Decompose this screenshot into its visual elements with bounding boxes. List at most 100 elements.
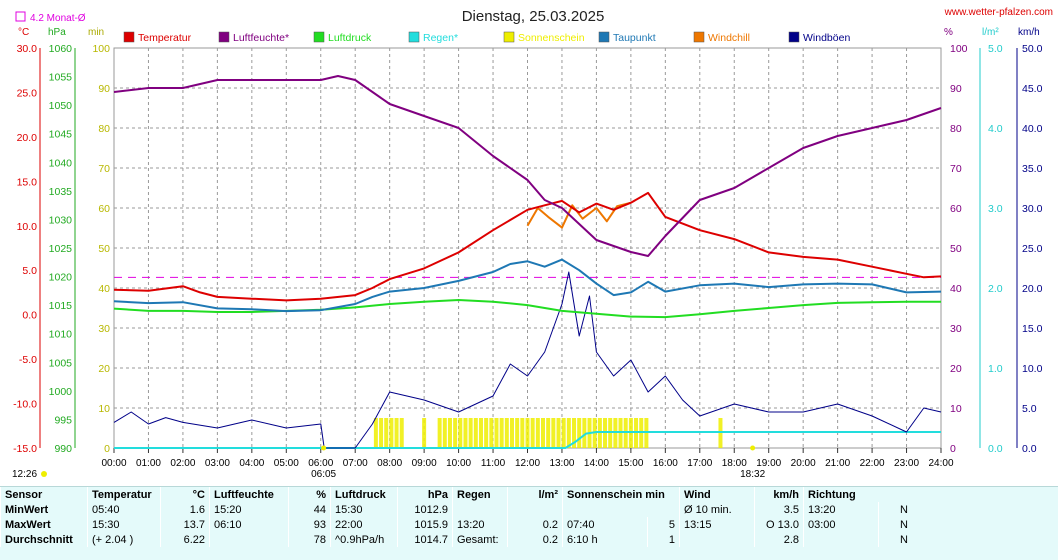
cell: 06:10 (209, 517, 289, 532)
x-tick-label: 08:00 (377, 458, 402, 469)
temp-tick-label: 15.0 (17, 176, 38, 188)
cell: N (877, 532, 912, 547)
sunshine-bar (577, 418, 582, 448)
cell: Gesamt: (452, 532, 508, 547)
rain-tick-label: 0.0 (988, 443, 1003, 455)
kmh-tick-label: 40.0 (1022, 123, 1043, 135)
cell: 1.6 (160, 502, 210, 517)
legend-swatch (503, 31, 515, 43)
x-tick-label: 22:00 (860, 458, 885, 469)
min-tick-label: 70 (98, 163, 110, 175)
hpa-tick-label: 1025 (49, 243, 73, 255)
cell: 22:00 (330, 517, 398, 532)
min-tick-label: 60 (98, 203, 110, 215)
legend-swatch (218, 31, 230, 43)
pct-tick-label: 40 (950, 283, 962, 295)
unit-min: min (88, 27, 104, 38)
legend-swatch (313, 31, 325, 43)
legend-label: Windböen (803, 32, 850, 44)
sunshine-bar (394, 418, 399, 448)
cell: 3.5 (754, 502, 804, 517)
hdr-wind-unit: km/h (754, 487, 804, 502)
hdr-wind: Wind (679, 487, 755, 502)
sunshine-bar (468, 418, 473, 448)
hpa-tick-label: 1035 (49, 186, 73, 198)
cell: 6:10 h (562, 532, 648, 547)
cell: O 13.0 (754, 517, 804, 532)
hpa-tick-label: 1050 (49, 100, 73, 112)
stats-panel: Sensor Temperatur °C Luftfeuchte % Luftd… (0, 486, 1058, 560)
hdr-press-unit: hPa (397, 487, 453, 502)
cell: 03:00 (803, 517, 879, 532)
x-tick-label: 16:00 (653, 458, 678, 469)
cell: 1 (646, 532, 680, 547)
hpa-tick-label: 1010 (49, 329, 73, 341)
hpa-tick-label: 1040 (49, 157, 73, 169)
kmh-tick-label: 20.0 (1022, 283, 1043, 295)
x-tick-label: 21:00 (825, 458, 850, 469)
hdr-rain: Regen (452, 487, 508, 502)
cell: 13:20 (803, 502, 879, 517)
cell (679, 532, 755, 547)
cell: 05:40 (87, 502, 161, 517)
cell: ^0.9hPa/h (330, 532, 398, 547)
kmh-tick-label: 10.0 (1022, 363, 1043, 375)
sunshine-bar (458, 418, 463, 448)
x-tick-label: 00:00 (101, 458, 126, 469)
cell: 07:40 (562, 517, 648, 532)
sun-icon (41, 471, 47, 477)
kmh-tick-label: 5.0 (1022, 403, 1037, 415)
stats-row-min: MinWert 05:40 1.6 15:20 44 15:30 1012.9 … (0, 502, 912, 517)
legend-label: Taupunkt (613, 32, 656, 44)
min-tick-label: 90 (98, 83, 110, 95)
avg-marker-icon (15, 11, 26, 22)
pct-tick-label: 80 (950, 123, 962, 135)
row-label: Durchschnitt (0, 532, 88, 547)
sunshine-bar (572, 418, 577, 448)
sunshine-bar (551, 418, 556, 448)
cell: 15:30 (87, 517, 161, 532)
series-regen (114, 431, 941, 449)
x-tick-label: 10:00 (446, 458, 471, 469)
cell: 2.8 (754, 532, 804, 547)
sunshine-bar (399, 418, 404, 448)
sunshine-bar (504, 418, 509, 448)
cell: 13:20 (452, 517, 508, 532)
x-tick-label: 12:00 (515, 458, 540, 469)
x-tick-label: 03:00 (205, 458, 230, 469)
kmh-tick-label: 15.0 (1022, 323, 1043, 335)
kmh-tick-label: 30.0 (1022, 203, 1043, 215)
x-tick-label: 04:00 (239, 458, 264, 469)
legend-swatch (123, 31, 135, 43)
cell (209, 532, 289, 547)
sunshine-bar (463, 418, 468, 448)
temp-tick-label: -10.0 (13, 399, 37, 411)
min-tick-label: 30 (98, 323, 110, 335)
kmh-tick-label: 25.0 (1022, 243, 1043, 255)
rain-tick-label: 3.0 (988, 203, 1003, 215)
day-length-label: 12:26 (12, 469, 37, 480)
x-tick-label: 07:00 (343, 458, 368, 469)
row-label: MinWert (0, 502, 88, 517)
min-tick-label: 10 (98, 403, 110, 415)
kmh-tick-label: 0.0 (1022, 443, 1037, 455)
min-tick-label: 0 (104, 443, 110, 455)
chart-title: Dienstag, 25.03.2025 (462, 8, 605, 25)
hpa-tick-label: 1020 (49, 272, 73, 284)
row-label: MaxWert (0, 517, 88, 532)
legend-label: Sonnenschein (518, 32, 585, 44)
sunset-label: 18:32 (740, 469, 765, 480)
x-tick-label: 11:00 (481, 458, 506, 469)
hpa-tick-label: 990 (54, 443, 72, 455)
sunshine-bar (561, 418, 566, 448)
grid (113, 47, 942, 449)
sunshine-bar (478, 418, 483, 448)
series-taupunkt (113, 258, 942, 313)
legend-label: Temperatur (138, 32, 192, 44)
stats-header-row: Sensor Temperatur °C Luftfeuchte % Luftd… (0, 487, 912, 502)
pct-tick-label: 10 (950, 403, 962, 415)
website-link[interactable]: www.wetter-pfalzen.com (944, 7, 1053, 18)
legend-swatch (408, 31, 420, 43)
x-tick-label: 02:00 (170, 458, 195, 469)
sunshine-bar (566, 418, 571, 448)
